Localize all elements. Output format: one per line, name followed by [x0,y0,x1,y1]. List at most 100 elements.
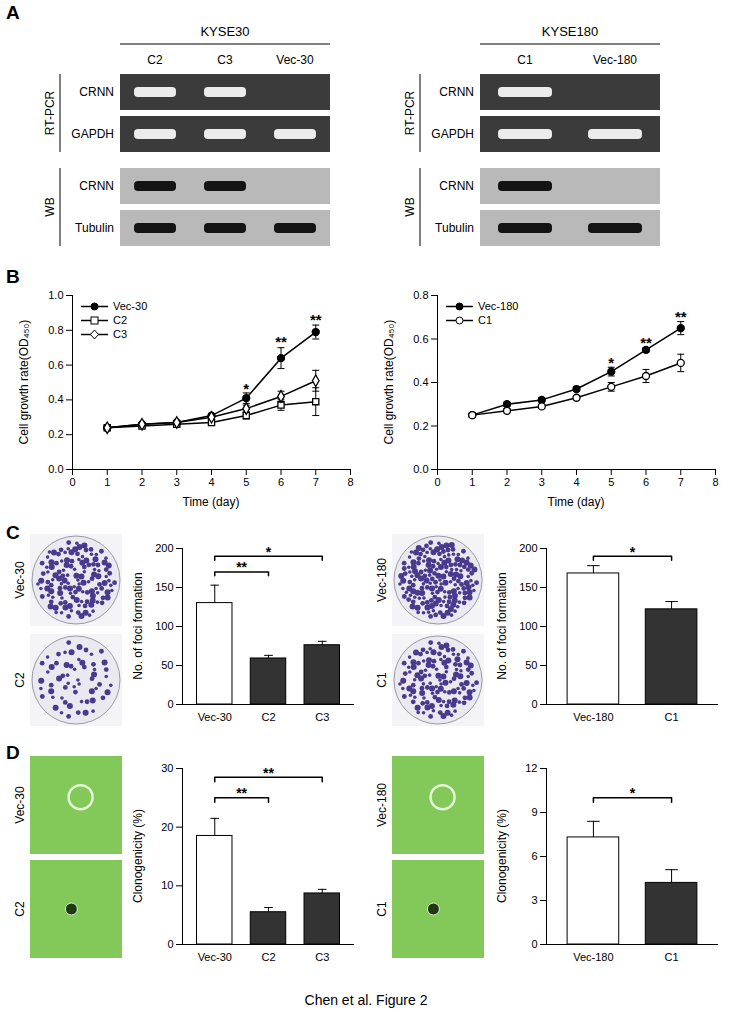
svg-text:Vec-30: Vec-30 [198,951,232,963]
svg-text:1: 1 [469,476,475,488]
svg-text:*: * [630,785,636,801]
svg-text:C3: C3 [315,711,329,723]
svg-text:0.8: 0.8 [48,324,63,336]
svg-text:3: 3 [539,476,545,488]
svg-text:7: 7 [313,476,319,488]
svg-text:0.2: 0.2 [413,420,428,432]
svg-text:C3: C3 [315,951,329,963]
svg-text:Tubulin: Tubulin [75,221,114,235]
svg-text:0: 0 [69,476,75,488]
svg-text:0.0: 0.0 [413,463,428,475]
html-text:Vec-30: Vec-30 [13,561,27,599]
html-text:Cell growth rate(OD₄₅₀): Cell growth rate(OD₄₅₀) [17,319,31,445]
svg-text:200: 200 [155,542,173,554]
svg-text:2: 2 [504,476,510,488]
svg-text:150: 150 [519,581,537,593]
svg-text:0: 0 [434,476,440,488]
html-text:A: A [6,2,20,23]
html-text:Time (day): Time (day) [547,495,605,509]
svg-text:*: * [608,354,614,371]
svg-text:*: * [243,380,249,397]
svg-text:0.8: 0.8 [413,289,428,301]
svg-text:150: 150 [155,581,173,593]
svg-text:*: * [266,544,272,560]
svg-text:**: ** [275,333,287,350]
svg-text:0.4: 0.4 [413,376,428,388]
svg-text:0: 0 [531,698,537,710]
html-text:B: B [6,266,20,287]
svg-text:3: 3 [174,476,180,488]
svg-text:CRNN: CRNN [439,85,474,99]
svg-text:GAPDH: GAPDH [431,127,474,141]
svg-text:**: ** [236,785,247,801]
svg-text:1.0: 1.0 [48,289,63,301]
html-text:Time (day): Time (day) [182,495,240,509]
svg-text:CRNN: CRNN [79,179,114,193]
svg-text:6: 6 [278,476,284,488]
svg-text:0.6: 0.6 [413,333,428,345]
svg-text:**: ** [263,765,274,781]
svg-text:Vec-30: Vec-30 [276,53,314,67]
svg-text:6: 6 [643,476,649,488]
svg-text:30: 30 [161,762,173,774]
svg-text:6: 6 [531,850,537,862]
html-text:C2: C2 [13,672,27,688]
svg-text:RT-PCR: RT-PCR [43,90,57,135]
svg-text:Vec-180: Vec-180 [573,711,613,723]
svg-text:WB: WB [403,197,417,216]
svg-text:200: 200 [519,542,537,554]
svg-text:C3: C3 [217,53,233,67]
svg-text:0: 0 [167,698,173,710]
svg-text:C2: C2 [261,951,275,963]
svg-text:WB: WB [43,197,57,216]
svg-text:20: 20 [161,821,173,833]
svg-text:C2: C2 [261,711,275,723]
svg-text:5: 5 [608,476,614,488]
svg-text:100: 100 [519,620,537,632]
svg-text:0: 0 [531,938,537,950]
svg-text:CRNN: CRNN [79,85,114,99]
svg-text:**: ** [640,334,652,351]
html-text:Cell growth rate(OD₄₅₀): Cell growth rate(OD₄₅₀) [382,319,396,445]
html-text:D: D [6,742,20,763]
svg-text:**: ** [675,308,687,325]
svg-text:GAPDH: GAPDH [71,127,114,141]
svg-text:4: 4 [208,476,214,488]
svg-text:2: 2 [139,476,145,488]
svg-text:8: 8 [347,476,353,488]
html-text:Chen et al. Figure 2: Chen et al. Figure 2 [304,992,428,1008]
svg-text:Vec-30: Vec-30 [198,711,232,723]
svg-text:C1: C1 [665,711,679,723]
svg-text:**: ** [310,311,322,328]
svg-text:12: 12 [525,762,537,774]
svg-text:4: 4 [573,476,579,488]
svg-text:9: 9 [531,806,537,818]
svg-text:Tubulin: Tubulin [435,221,474,235]
svg-text:0: 0 [167,938,173,950]
svg-text:8: 8 [712,476,718,488]
svg-text:**: ** [236,559,247,575]
svg-text:Vec-180: Vec-180 [573,951,613,963]
svg-text:1: 1 [104,476,110,488]
svg-text:Vec-180: Vec-180 [593,53,637,67]
svg-text:7: 7 [678,476,684,488]
svg-text:100: 100 [155,620,173,632]
svg-text:*: * [630,544,636,560]
svg-text:KYSE180: KYSE180 [542,24,598,39]
svg-text:0.0: 0.0 [48,463,63,475]
svg-text:0.6: 0.6 [48,359,63,371]
svg-text:C1: C1 [517,53,533,67]
svg-text:0.4: 0.4 [48,393,63,405]
svg-text:C1: C1 [665,951,679,963]
svg-text:50: 50 [525,659,537,671]
svg-text:5: 5 [243,476,249,488]
svg-text:C2: C2 [147,53,163,67]
html-text:C: C [6,522,20,543]
svg-text:0.2: 0.2 [48,428,63,440]
svg-text:50: 50 [161,659,173,671]
svg-text:10: 10 [161,879,173,891]
svg-text:KYSE30: KYSE30 [200,24,249,39]
svg-text:3: 3 [531,894,537,906]
svg-text:CRNN: CRNN [439,179,474,193]
svg-text:RT-PCR: RT-PCR [403,90,417,135]
